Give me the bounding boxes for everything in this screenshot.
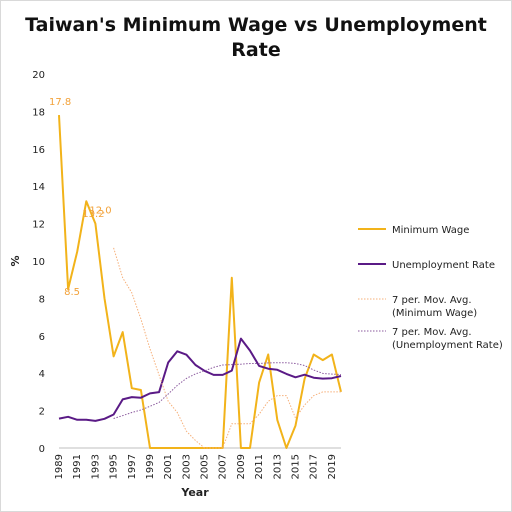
- y-tick-label: 0: [39, 444, 45, 455]
- x-tick-label: 1989: [54, 454, 65, 479]
- legend-label: (Unemployment Rate): [392, 340, 503, 351]
- x-tick-label: 2003: [181, 454, 192, 479]
- x-tick-label: 1997: [127, 454, 138, 479]
- series-line-3: [113, 247, 341, 449]
- y-tick-label: 6: [39, 332, 45, 343]
- legend-label: Minimum Wage: [392, 225, 469, 236]
- x-tick-label: 1991: [72, 454, 83, 479]
- x-axis-title: Year: [180, 486, 209, 499]
- y-tick-label: 12: [32, 220, 45, 231]
- x-tick-label: 1999: [145, 454, 156, 479]
- legend-label: Unemployment Rate: [392, 260, 495, 271]
- x-tick-label: 1995: [109, 454, 120, 479]
- x-tick-label: 2005: [200, 454, 211, 479]
- data-label: 13.2: [82, 209, 104, 220]
- series-line-4: [113, 362, 342, 419]
- legend-label: 7 per. Mov. Avg.: [392, 327, 472, 338]
- x-tick-label: 2015: [291, 454, 302, 479]
- y-axis-title: %: [9, 255, 22, 266]
- y-tick-label: 20: [32, 70, 45, 81]
- y-tick-label: 16: [32, 145, 45, 156]
- data-label: 8.5: [64, 287, 80, 298]
- series-line-1: [58, 115, 342, 449]
- x-tick-label: 2017: [309, 454, 320, 479]
- x-tick-label: 2009: [236, 454, 247, 479]
- chart-title-line-2: Rate: [231, 39, 280, 61]
- y-tick-label: 10: [32, 257, 45, 268]
- y-tick-label: 2: [39, 407, 45, 418]
- legend-label: (Minimum Wage): [392, 308, 477, 319]
- x-tick-label: 1993: [90, 454, 101, 479]
- legend-label: 7 per. Mov. Avg.: [392, 295, 472, 306]
- y-tick-label: 14: [32, 182, 45, 193]
- y-tick-label: 8: [39, 294, 45, 305]
- data-label: 12.0: [89, 206, 111, 217]
- x-tick-label: 2011: [254, 454, 265, 479]
- x-tick-label: 2007: [218, 454, 229, 479]
- x-tick-label: 2013: [272, 454, 283, 479]
- series-line-2: [58, 337, 342, 422]
- x-tick-label: 2019: [327, 454, 338, 479]
- y-tick-label: 4: [39, 369, 45, 380]
- y-tick-label: 18: [32, 107, 45, 118]
- data-label: 17.8: [49, 97, 71, 108]
- chart-title-line-1: Taiwan's Minimum Wage vs Unemployment: [25, 14, 487, 36]
- x-tick-label: 2001: [163, 454, 174, 479]
